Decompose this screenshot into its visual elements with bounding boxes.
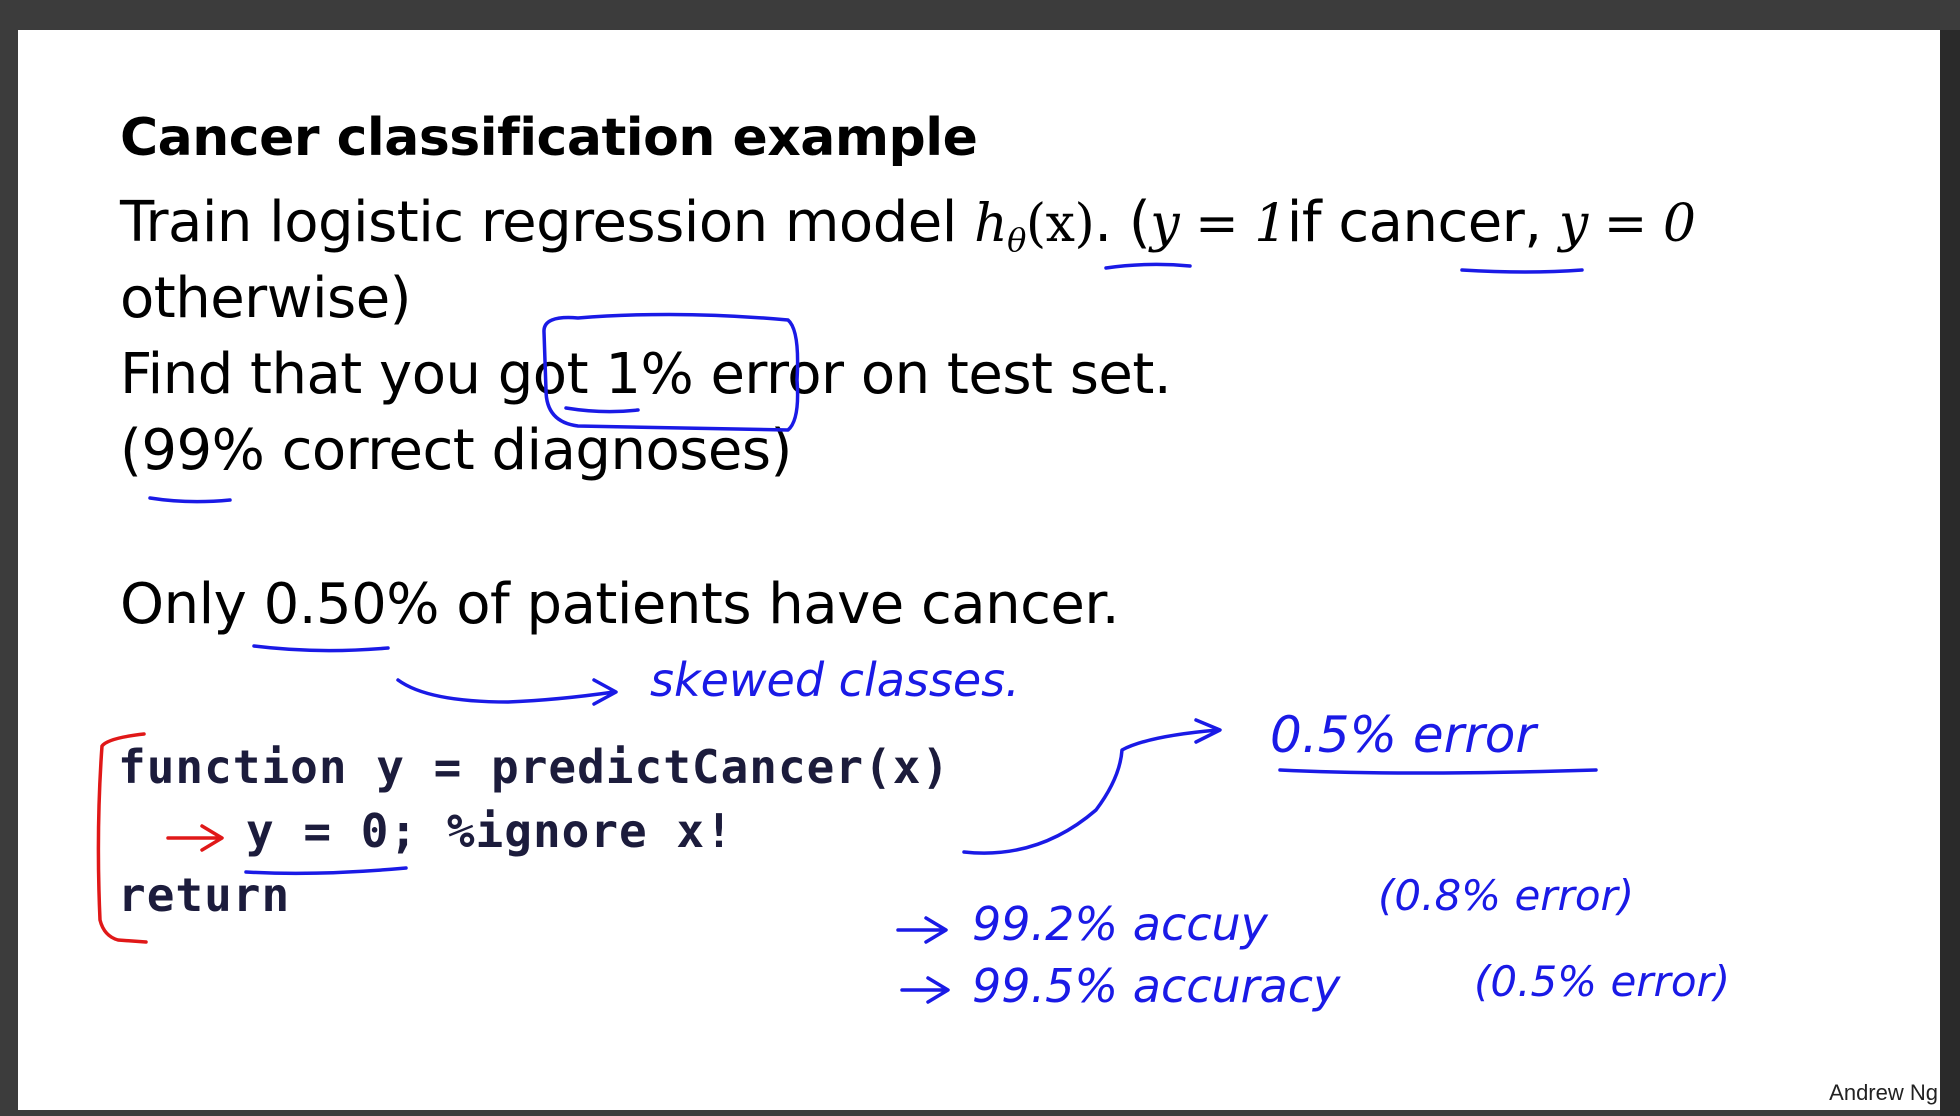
annotation-0-8-error: (0.8% error) xyxy=(1378,871,1634,920)
y-equals-1: y = 1 xyxy=(1150,194,1287,254)
body-line-3: Find that you got 1% error on test set. xyxy=(120,342,1172,407)
line1-after-h: . ( xyxy=(1094,190,1151,255)
annotation-99-2-accuracy: 99.2% accuy xyxy=(972,897,1269,951)
annotation-skewed-classes: skewed classes. xyxy=(650,653,1020,707)
code-line-1: function y = predictCancer(x) xyxy=(118,740,951,794)
slide: Cancer classification example Train logi… xyxy=(18,30,1940,1110)
underline-0-5-error xyxy=(1278,768,1598,775)
code-line-2: y = 0; %ignore x! xyxy=(246,804,734,858)
y-equals-0: y = 0 xyxy=(1558,194,1696,254)
line3-after: on test set. xyxy=(843,342,1172,407)
red-bracket xyxy=(96,732,148,944)
slide-title: Cancer classification example xyxy=(120,108,978,168)
underline-0-50-percent xyxy=(252,644,390,653)
window-edge xyxy=(1940,30,1960,1116)
arrow-99-2 xyxy=(896,916,948,944)
code-line-3: return xyxy=(118,868,291,922)
underline-99-percent xyxy=(148,496,232,504)
hypothesis-h: h xyxy=(974,194,1008,254)
line1-prefix: Train logistic regression model xyxy=(120,190,975,255)
line3-boxed: 1% error xyxy=(605,342,844,407)
box-1-percent-error xyxy=(542,312,800,432)
arrow-99-5 xyxy=(900,976,950,1004)
line3-before: Find that you got xyxy=(120,342,606,407)
body-line-5: Only 0.50% of patients have cancer. xyxy=(120,572,1120,637)
arrow-to-skewed xyxy=(396,678,618,706)
red-arrow xyxy=(166,824,224,852)
underline-y-equals-0 xyxy=(1460,268,1584,274)
body-line-1: Train logistic regression model hθ(x). (… xyxy=(120,190,1696,259)
line1-mid: if cancer, xyxy=(1286,190,1559,255)
hypothesis-arg: (x) xyxy=(1025,194,1095,254)
annotation-0-5-error-paren: (0.5% error) xyxy=(1474,957,1730,1006)
underline-y-equals-0-code xyxy=(244,866,408,876)
hypothesis-theta: θ xyxy=(1007,221,1026,259)
underline-y-equals-1 xyxy=(1104,262,1192,270)
handwritten-annotations: skewed classes. 0.5% error 99.2% accuy (… xyxy=(96,262,1730,1013)
body-line-2: otherwise) xyxy=(120,266,412,331)
author-credit: Andrew Ng xyxy=(1829,1080,1938,1105)
annotation-0-5-error: 0.5% error xyxy=(1270,706,1539,764)
curved-arrow-to-0-5-error xyxy=(962,718,1222,855)
underline-1-percent xyxy=(564,406,640,414)
annotation-99-5-accuracy: 99.5% accuracy xyxy=(972,959,1341,1013)
